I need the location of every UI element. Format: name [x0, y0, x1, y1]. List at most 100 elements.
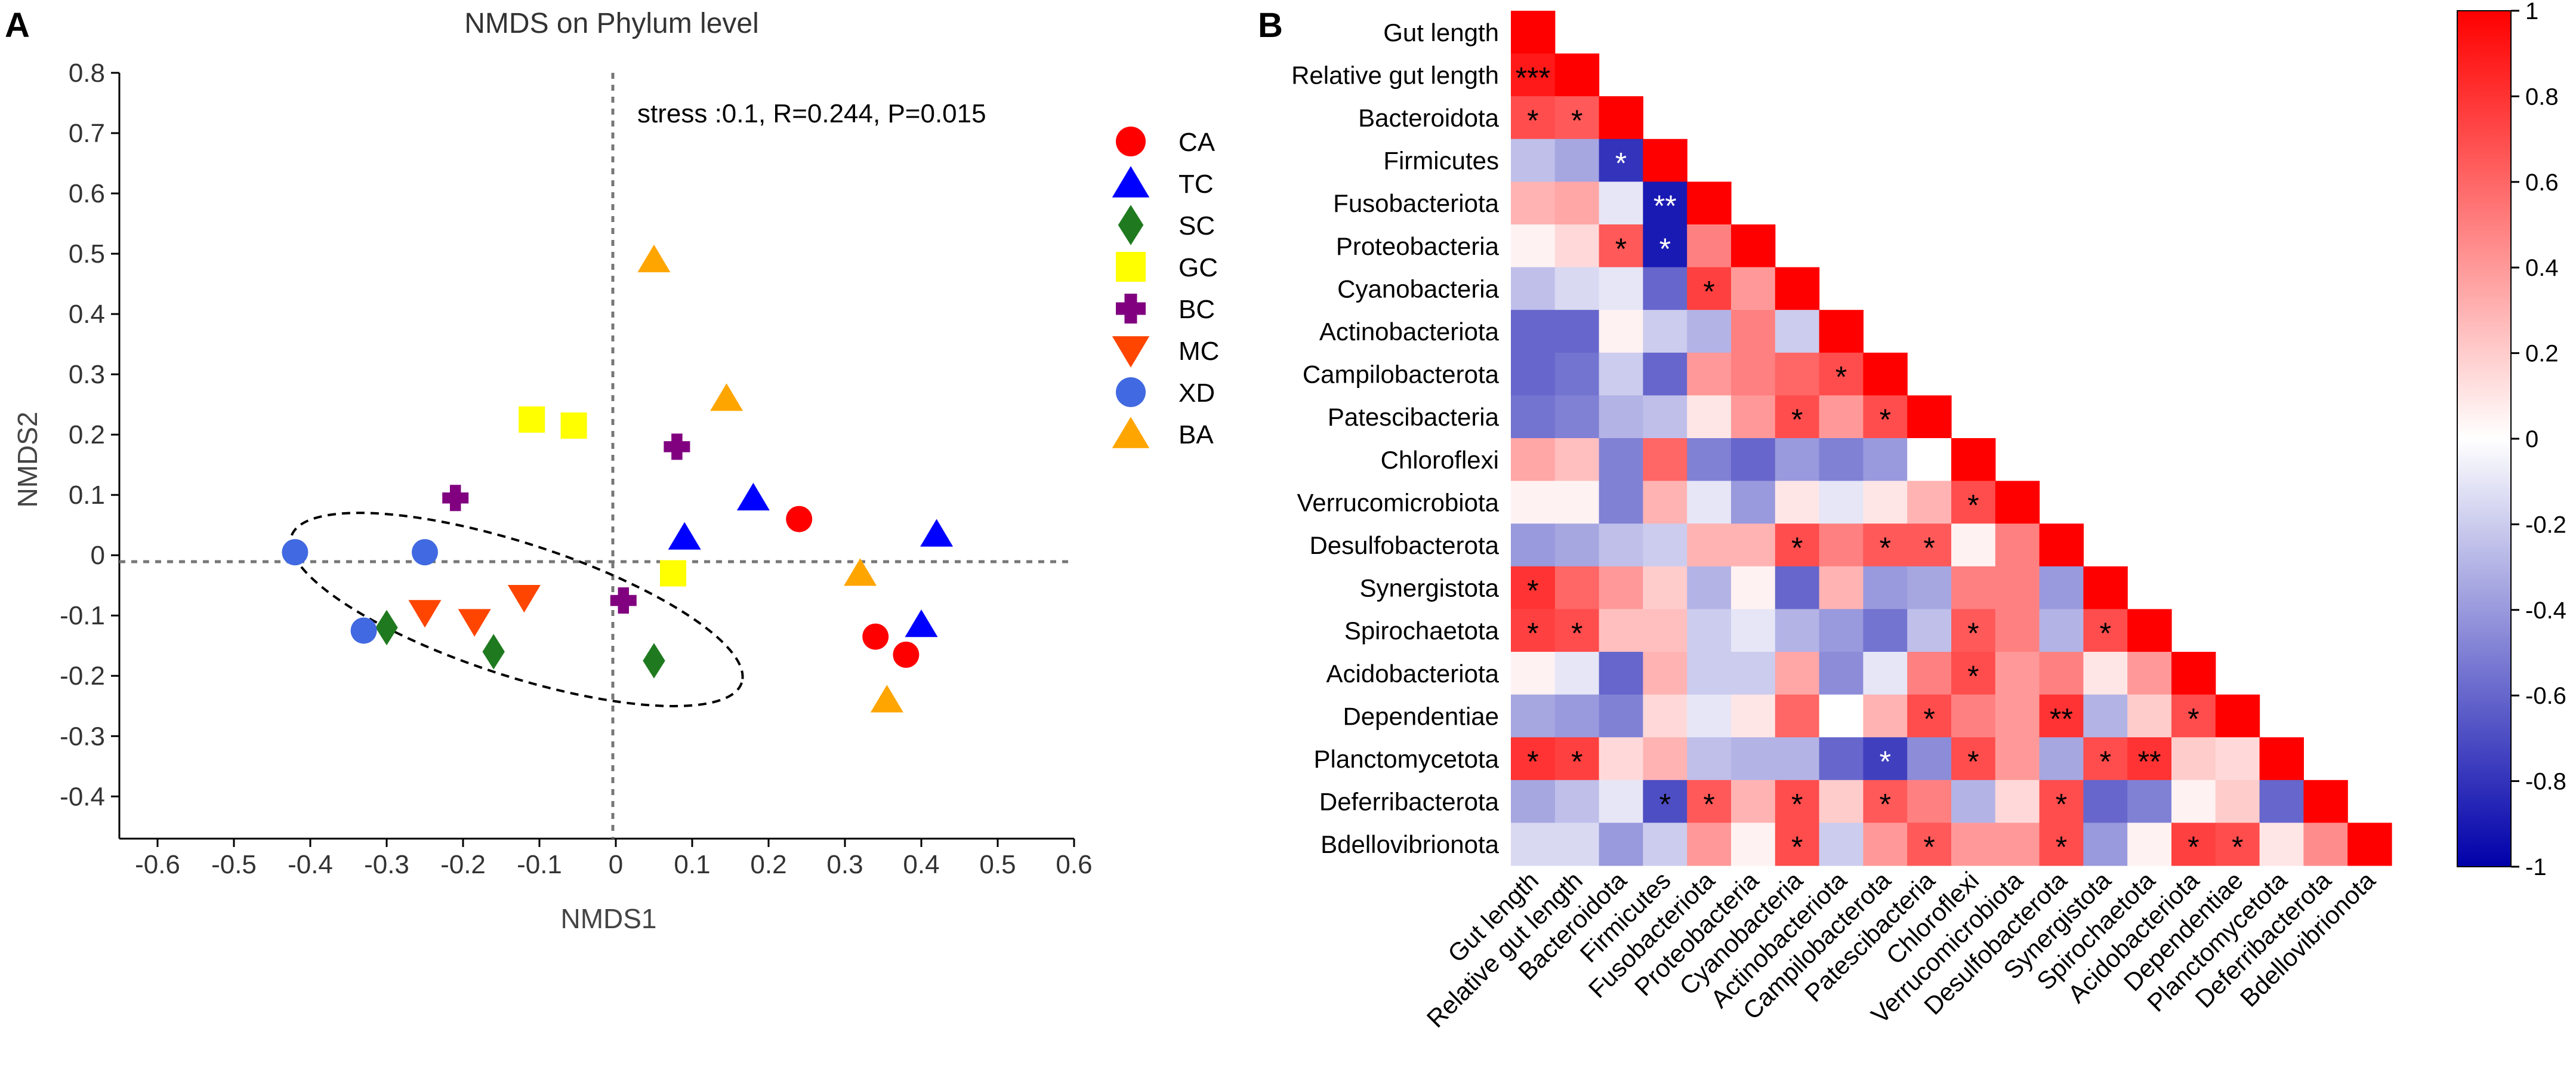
- heatmap-cell: [2127, 652, 2172, 695]
- heatmap-row-label: Relative gut length: [1291, 61, 1499, 89]
- heatmap-cell: [1687, 267, 1732, 310]
- heatmap-significance-mark: *: [1791, 830, 1803, 864]
- heatmap-row-label: Fusobacteriota: [1333, 189, 1499, 217]
- heatmap-cell: [2215, 694, 2260, 738]
- heatmap-cell: [2083, 823, 2128, 866]
- nmds-y-tick-label: 0.4: [69, 300, 105, 329]
- heatmap-cell: [2127, 609, 2172, 652]
- heatmap-cell: [1599, 481, 1643, 524]
- nmds-x-tick-label: -0.2: [440, 850, 486, 879]
- heatmap-cell: [1511, 310, 1556, 353]
- nmds-x-tick-label: -0.5: [211, 850, 257, 879]
- heatmap-cell: [1511, 352, 1556, 396]
- heatmap-cell: [1819, 481, 1864, 524]
- heatmap-significance-mark: *: [1571, 617, 1582, 650]
- heatmap-cell: [2083, 780, 2128, 823]
- colorbar-tick-label: -1: [2525, 854, 2547, 880]
- nmds-point-xd: [282, 539, 308, 566]
- heatmap-cell: [1511, 224, 1556, 268]
- heatmap-cell: [1951, 566, 1996, 609]
- heatmap-cell: [1554, 53, 1600, 97]
- heatmap-cell: [1819, 310, 1864, 353]
- heatmap-cell: [1951, 609, 1996, 652]
- legend-label-ca: CA: [1179, 128, 1215, 157]
- heatmap-cell: [2215, 823, 2260, 866]
- heatmap-cell: [1775, 438, 1820, 482]
- heatmap-cell: [1775, 395, 1820, 439]
- heatmap-row-label: Verrucomicrobiota: [1297, 488, 1500, 516]
- legend-marker-sc: [1118, 205, 1144, 245]
- heatmap-cell: [1731, 609, 1776, 652]
- nmds-x-tick-label: 0.2: [750, 850, 786, 879]
- colorbar-tick-label: -0.8: [2525, 769, 2566, 795]
- heatmap-cell: [2171, 652, 2216, 695]
- heatmap-cell: [1599, 224, 1643, 268]
- heatmap-cell: [1863, 395, 1908, 439]
- heatmap-cell: [1511, 181, 1556, 225]
- heatmap-significance-mark: *: [1967, 617, 1979, 650]
- heatmap-cell: [1687, 694, 1732, 738]
- legend-label-sc: SC: [1179, 211, 1215, 241]
- heatmap-cell: [1819, 652, 1864, 695]
- heatmap-cell: [1511, 694, 1556, 738]
- heatmap-row-label: Actinobacteriota: [1319, 318, 1500, 346]
- heatmap-cell: [1511, 780, 1556, 823]
- heatmap-cell: [1995, 694, 2040, 738]
- nmds-point-gc: [560, 412, 587, 439]
- heatmap-row-label: Bdellovibrionota: [1321, 830, 1500, 858]
- heatmap-cell: [1731, 267, 1776, 310]
- heatmap-cell: [1995, 481, 2040, 524]
- heatmap-cell: [1819, 737, 1864, 781]
- heatmap-cell: [1775, 823, 1820, 866]
- nmds-point-ba: [710, 383, 744, 411]
- heatmap-cell: [1731, 438, 1776, 482]
- nmds-y-label: NMDS2: [12, 411, 43, 507]
- heatmap-cell: [1995, 823, 2040, 866]
- heatmap-cell: [1554, 780, 1600, 823]
- nmds-point-bc: [664, 433, 690, 460]
- heatmap-row-label: Patescibacteria: [1328, 403, 1500, 431]
- heatmap-cell: [1511, 138, 1556, 182]
- nmds-stress-text: stress :0.1, R=0.244, P=0.015: [637, 99, 986, 128]
- heatmap-cell: [1643, 823, 1687, 866]
- panel-b: B Gut length Relative gut length Bacteroid…: [1258, 0, 2566, 1033]
- heatmap-cell: [1599, 352, 1643, 396]
- heatmap-cell: [1599, 267, 1643, 310]
- nmds-y-tick-label: 0.3: [69, 360, 105, 389]
- nmds-point-mc: [507, 585, 541, 613]
- heatmap-cell: [1863, 694, 1908, 738]
- heatmap-cell: [1907, 737, 1952, 781]
- heatmap-cell: [1599, 823, 1643, 866]
- nmds-ellipse-group: [289, 512, 744, 707]
- nmds-point-xd: [350, 617, 377, 644]
- heatmap-cell: [1995, 609, 2040, 652]
- nmds-x-tick-label: -0.4: [288, 850, 333, 879]
- heatmap-row-label: Campilobacterota: [1303, 361, 1500, 389]
- heatmap-cell: [1643, 652, 1687, 695]
- heatmap-significance-mark: *: [1967, 745, 1979, 778]
- heatmap-cell: [1775, 780, 1820, 823]
- nmds-x-tick-label: -0.1: [517, 850, 562, 879]
- heatmap-cell: [1643, 566, 1687, 609]
- legend-marker-mc: [1112, 336, 1150, 368]
- heatmap-significance-mark: *: [1527, 617, 1538, 650]
- heatmap-cell: [1731, 523, 1776, 567]
- heatmap-significance-mark: *: [1880, 531, 1891, 565]
- heatmap-cell: [1775, 737, 1820, 781]
- heatmap-cell: [2171, 823, 2216, 866]
- heatmap-cell: [1907, 694, 1952, 738]
- heatmap-row-labels: Gut length Relative gut length Bacteroidot…: [1291, 19, 1500, 858]
- heatmap-cell: [1731, 395, 1776, 439]
- heatmap-cell: [2127, 737, 2172, 781]
- heatmap-cell: [1819, 395, 1864, 439]
- heatmap-cell: [1775, 267, 1820, 310]
- heatmap-significance-mark: *: [2100, 745, 2111, 778]
- heatmap-cell: [1687, 737, 1732, 781]
- heatmap-cell: [2083, 652, 2128, 695]
- heatmap-cell: [1643, 181, 1687, 225]
- heatmap-cell: [1907, 438, 1952, 482]
- nmds-point-xd: [412, 539, 438, 566]
- panel-b-letter: B: [1258, 6, 1283, 45]
- heatmap-cell: [1554, 523, 1600, 567]
- nmds-point-gc: [660, 560, 686, 587]
